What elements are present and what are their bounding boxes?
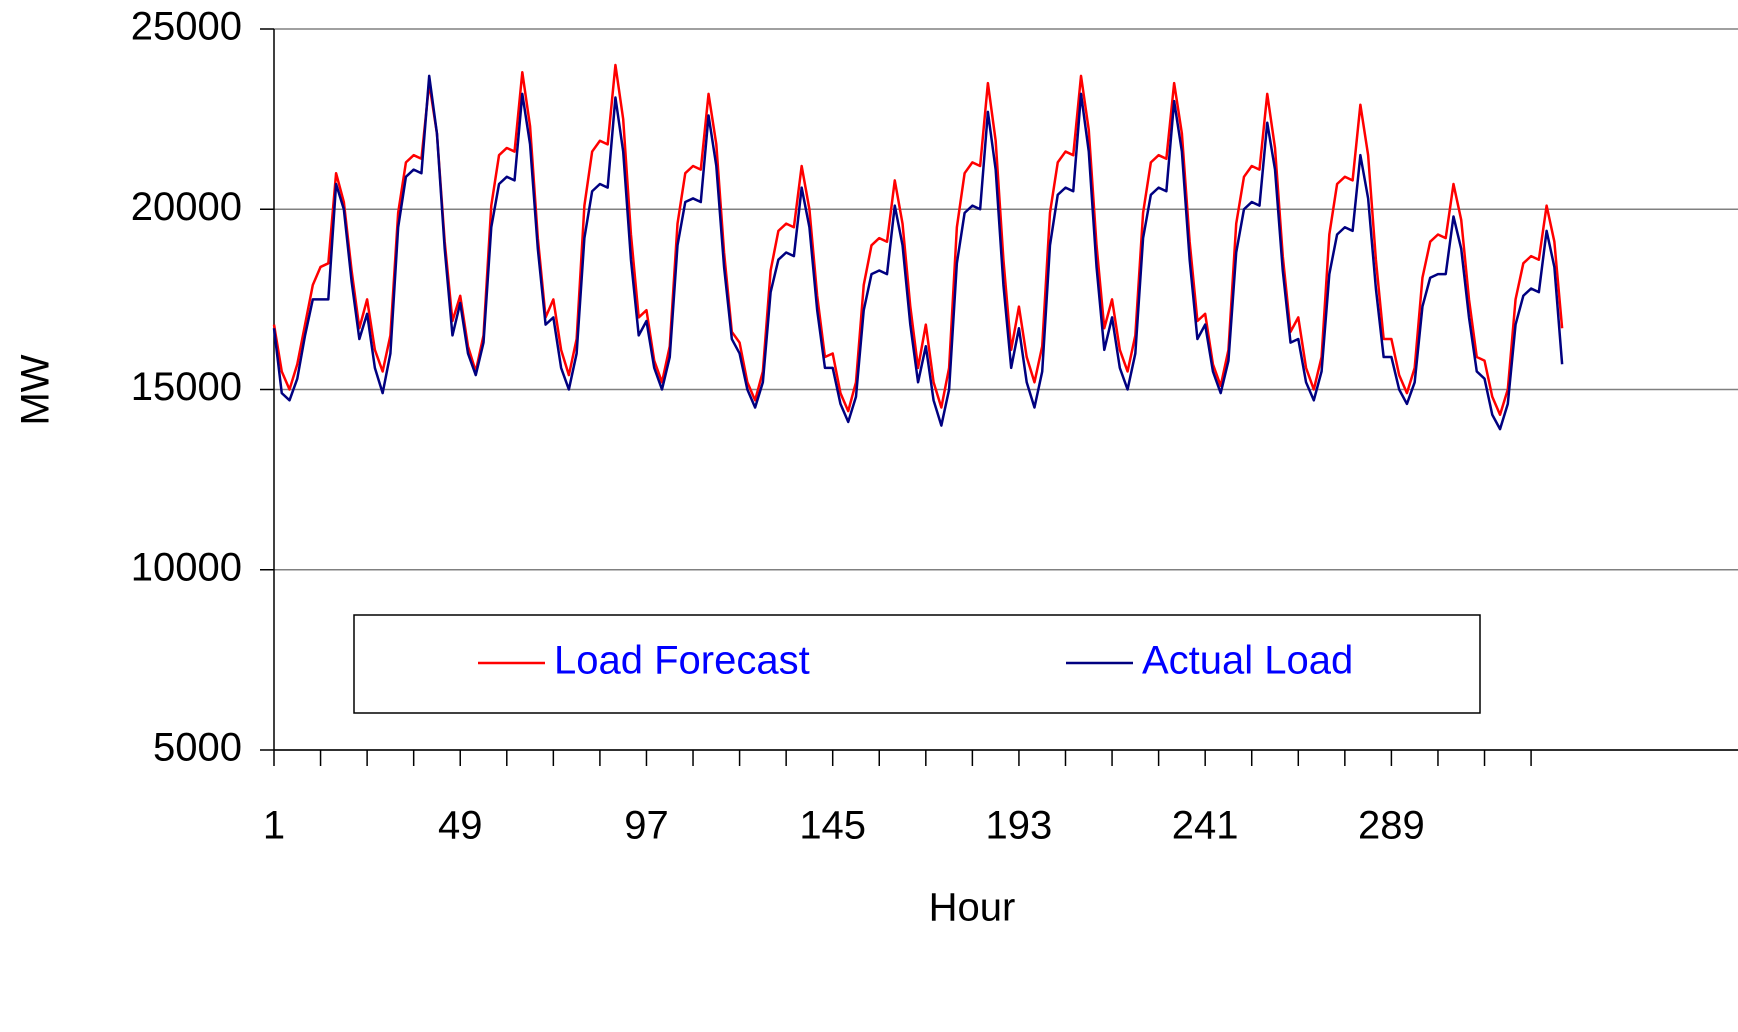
x-tick-label: 241 [1172, 804, 1239, 848]
y-tick-label: 25000 [131, 5, 242, 49]
x-tick-label: 289 [1358, 804, 1425, 848]
x-tick-label: 49 [438, 804, 483, 848]
y-tick-label: 10000 [131, 545, 242, 589]
y-tick-label: 5000 [153, 726, 242, 770]
x-tick-label: 193 [986, 804, 1053, 848]
x-tick-label: 145 [799, 804, 866, 848]
y-axis-label: MW [14, 354, 58, 425]
x-tick-label: 1 [263, 804, 285, 848]
legend-label: Load Forecast [554, 639, 810, 683]
series-line [272, 63, 1564, 416]
x-tick-label: 97 [624, 804, 669, 848]
legend-label: Actual Load [1142, 639, 1353, 683]
x-axis-label: Hour [929, 886, 1016, 930]
y-tick-label: 15000 [131, 365, 242, 409]
y-tick-label: 20000 [131, 185, 242, 229]
series-line [272, 74, 1564, 431]
